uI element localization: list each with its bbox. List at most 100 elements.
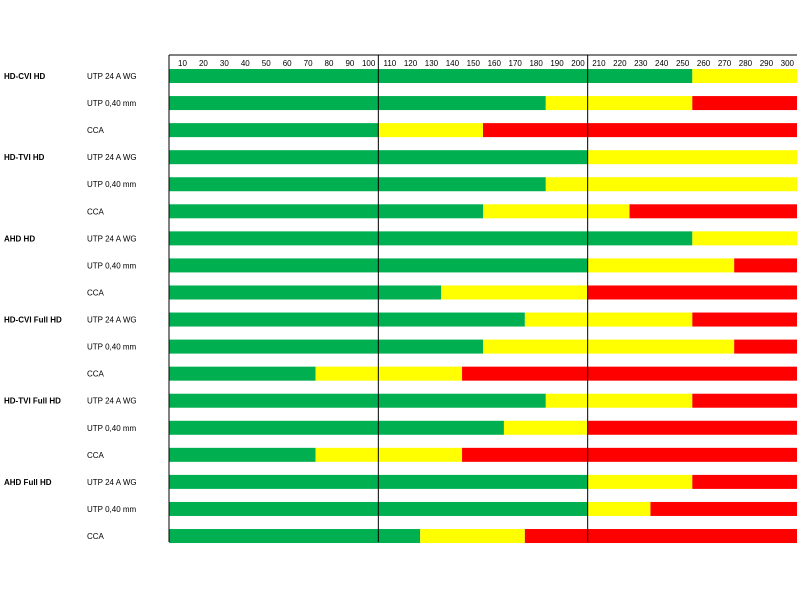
x-tick-label: 240 xyxy=(655,59,669,68)
x-tick-label: 100 xyxy=(362,59,376,68)
bar-segment-good xyxy=(169,96,546,111)
group-label: HD-TVI HD xyxy=(4,153,45,162)
cable-label: UTP 24 A WG xyxy=(87,153,137,162)
group-label: HD-CVI HD xyxy=(4,72,46,81)
bar-segment-marginal xyxy=(545,96,693,111)
x-tick-label: 20 xyxy=(199,59,208,68)
bar-segment-marginal xyxy=(692,69,797,83)
cable-label: CCA xyxy=(87,288,105,297)
bar-segment-marginal xyxy=(587,150,797,165)
cable-label: UTP 24 A WG xyxy=(87,316,137,325)
bar-segment-marginal xyxy=(378,123,483,138)
x-tick-label: 290 xyxy=(760,59,774,68)
x-tick-label: 120 xyxy=(404,59,418,68)
cable-label: UTP 24 A WG xyxy=(87,397,137,406)
bar-segment-marginal xyxy=(483,339,735,354)
bar-segment-marginal xyxy=(503,420,588,435)
bar-segment-marginal xyxy=(545,177,797,192)
cable-label: UTP 0,40 mm xyxy=(87,261,137,270)
bar-segment-bad xyxy=(692,393,797,408)
group-label: AHD HD xyxy=(4,234,35,243)
bar-segment-marginal xyxy=(441,285,588,300)
bar-segment-bad xyxy=(734,258,797,273)
x-tick-label: 220 xyxy=(613,59,627,68)
bar-segment-marginal xyxy=(587,501,651,516)
x-tick-label: 180 xyxy=(529,59,543,68)
x-tick-label: 130 xyxy=(425,59,439,68)
bar-segment-marginal xyxy=(483,204,630,219)
cable-label: UTP 24 A WG xyxy=(87,478,137,487)
bar-segment-marginal xyxy=(587,258,735,273)
x-tick-label: 200 xyxy=(571,59,585,68)
bar-segment-marginal xyxy=(587,474,693,489)
bar-segment-bad xyxy=(462,447,797,462)
x-tick-label: 30 xyxy=(220,59,229,68)
bar-segment-marginal xyxy=(315,447,463,462)
bar-segment-marginal xyxy=(524,312,693,327)
bar-segment-marginal xyxy=(692,231,797,246)
bar-segment-good xyxy=(169,366,316,381)
bar-segment-bad xyxy=(587,285,797,300)
row-labels: HD-CVI HD UTP 24 A WG UTP 0,40 mm CCA HD-TVI… xyxy=(4,72,137,541)
bar-segment-good xyxy=(169,529,421,544)
cable-label: UTP 0,40 mm xyxy=(87,424,137,433)
bar-segment-bad xyxy=(629,204,797,219)
x-tick-label: 210 xyxy=(592,59,606,68)
cable-label: UTP 24 A WG xyxy=(87,234,137,243)
x-tick-label: 40 xyxy=(241,59,250,68)
bar-segment-good xyxy=(169,420,504,435)
x-tick-label: 70 xyxy=(304,59,313,68)
x-tick-label: 90 xyxy=(345,59,354,68)
x-tick-label: 230 xyxy=(634,59,648,68)
cable-label: UTP 0,40 mm xyxy=(87,505,137,514)
bar-segment-bad xyxy=(734,339,797,354)
x-tick-label: 250 xyxy=(676,59,690,68)
cable-label: CCA xyxy=(87,451,105,460)
cable-label: UTP 0,40 mm xyxy=(87,180,137,189)
x-tick-label: 170 xyxy=(509,59,523,68)
bar-segment-bad xyxy=(483,123,797,138)
group-label: HD-TVI Full HD xyxy=(4,397,61,406)
bar-segment-bad xyxy=(462,366,797,381)
axis-lines xyxy=(168,54,797,542)
x-tick-label: 60 xyxy=(283,59,292,68)
x-tick-label: 260 xyxy=(697,59,711,68)
bar-segment-good xyxy=(169,393,546,408)
bar-segment-bad xyxy=(650,501,797,516)
cable-label: CCA xyxy=(87,207,105,216)
bars-layer xyxy=(169,69,797,544)
bar-segment-good xyxy=(169,285,442,300)
group-label: AHD Full HD xyxy=(4,478,52,487)
bar-segment-good xyxy=(169,447,316,462)
x-tick-label: 190 xyxy=(550,59,564,68)
x-tick-label: 270 xyxy=(718,59,732,68)
bar-segment-good xyxy=(169,339,483,354)
x-tick-labels: 10 20 30 40 50 60 70 80 90 100 110 120 130 140 150 160 1… xyxy=(178,59,795,68)
x-tick-label: 150 xyxy=(467,59,481,68)
x-tick-label: 140 xyxy=(446,59,460,68)
x-tick-label: 80 xyxy=(325,59,334,68)
x-tick-label: 110 xyxy=(384,59,397,68)
x-tick-label: 280 xyxy=(739,59,753,68)
bar-segment-good xyxy=(169,123,379,138)
bar-segment-good xyxy=(169,177,546,192)
x-tick-label: 10 xyxy=(178,59,187,68)
group-label: HD-CVI Full HD xyxy=(4,316,62,325)
bar-segment-marginal xyxy=(420,529,525,544)
bar-segment-good xyxy=(169,69,693,83)
bar-segment-bad xyxy=(692,312,797,327)
bar-segment-bad xyxy=(587,420,797,435)
bar-segment-good xyxy=(169,204,483,219)
x-tick-label: 50 xyxy=(262,59,271,68)
bar-segment-bad xyxy=(692,96,797,111)
cable-label: UTP 0,40 mm xyxy=(87,99,137,108)
cable-label: CCA xyxy=(87,126,105,135)
bar-segment-bad xyxy=(524,529,797,544)
cable-label: UTP 24 A WG xyxy=(87,72,137,81)
bar-segment-good xyxy=(169,231,693,246)
cable-label: UTP 0,40 mm xyxy=(87,343,137,352)
x-tick-label: 160 xyxy=(488,59,502,68)
bar-segment-marginal xyxy=(315,366,463,381)
x-tick-label: 300 xyxy=(781,59,795,68)
